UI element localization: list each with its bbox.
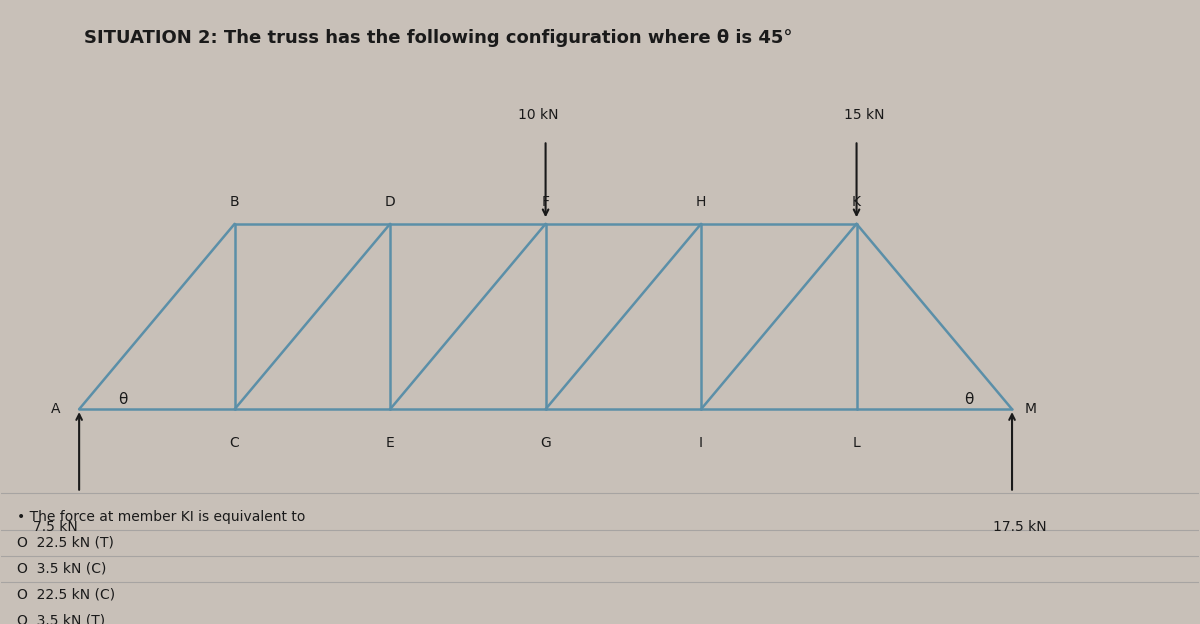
Text: 7.5 kN: 7.5 kN [34,520,78,534]
Text: F: F [541,195,550,208]
Text: θ: θ [118,392,127,407]
Text: O  22.5 kN (C): O 22.5 kN (C) [17,588,115,602]
Text: O  3.5 kN (C): O 3.5 kN (C) [17,562,107,575]
Text: A: A [52,402,60,416]
Text: K: K [852,195,862,208]
Text: • The force at member KI is equivalent to: • The force at member KI is equivalent t… [17,510,305,524]
Text: H: H [696,195,707,208]
Text: D: D [385,195,396,208]
Text: G: G [540,436,551,449]
Text: O  3.5 kN (T): O 3.5 kN (T) [17,613,106,624]
Text: 10 kN: 10 kN [517,108,558,122]
Text: I: I [700,436,703,449]
Text: B: B [230,195,240,208]
Text: C: C [229,436,240,449]
Text: 15 kN: 15 kN [844,108,884,122]
Text: SITUATION 2: The truss has the following configuration where θ is 45°: SITUATION 2: The truss has the following… [84,29,792,47]
Text: O  22.5 kN (T): O 22.5 kN (T) [17,535,114,550]
Text: θ: θ [964,392,973,407]
Text: E: E [385,436,395,449]
Text: L: L [853,436,860,449]
Text: 17.5 kN: 17.5 kN [992,520,1046,534]
Text: M: M [1025,402,1037,416]
